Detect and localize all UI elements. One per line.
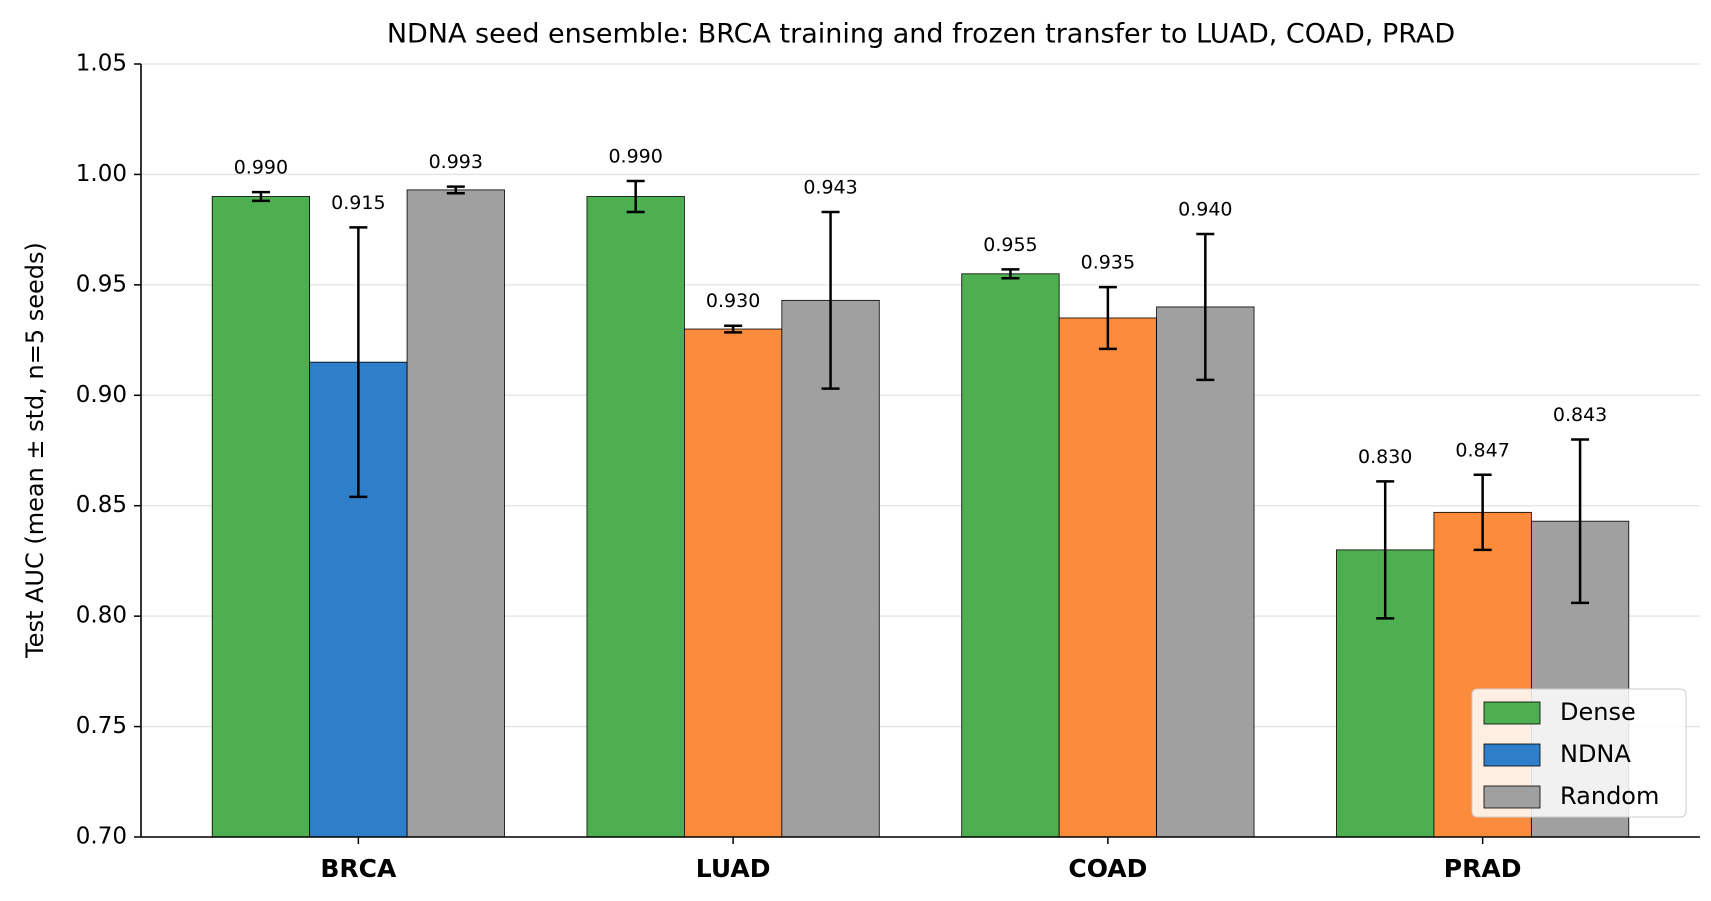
error-bar [1196, 232, 1215, 382]
legend-swatch [1483, 701, 1541, 725]
value-label: 0.935 [1081, 252, 1135, 274]
legend-swatch [1483, 785, 1541, 809]
value-label: 0.990 [234, 157, 288, 179]
value-label: 0.830 [1358, 446, 1412, 468]
legend-swatch [1483, 743, 1541, 767]
y-tick-label: 1.05 [76, 51, 127, 77]
bar [406, 189, 505, 838]
x-tick-label: COAD [1068, 854, 1147, 883]
x-tick-label: LUAD [696, 854, 771, 883]
value-label: 0.990 [608, 146, 662, 168]
bar [961, 273, 1060, 838]
value-label: 0.930 [706, 290, 760, 312]
error-bar [251, 190, 270, 203]
value-label: 0.993 [429, 151, 483, 173]
legend: Dense NDNA Random [1471, 688, 1687, 818]
error-bar [446, 185, 465, 195]
y-tick-label: 0.90 [76, 382, 127, 408]
value-label: 0.847 [1455, 439, 1509, 461]
y-tick-label: 1.00 [76, 161, 127, 187]
error-bar [626, 179, 645, 214]
bar [684, 328, 783, 838]
y-tick-label: 0.95 [76, 271, 127, 297]
error-bar [1098, 285, 1117, 351]
y-axis-label: Test AUC (mean ± std, n=5 seeds) [21, 242, 49, 659]
bar [586, 196, 685, 838]
error-bar [724, 324, 743, 334]
legend-label: NDNA [1560, 740, 1631, 768]
bar [1058, 317, 1157, 838]
y-tick-label: 0.85 [76, 492, 127, 518]
error-bar [1376, 480, 1395, 620]
value-label: 0.943 [803, 176, 857, 198]
y-tick-label: 0.80 [76, 603, 127, 629]
bar [211, 196, 311, 838]
bar [1156, 306, 1255, 838]
chart-title: NDNA seed ensemble: BRCA training and fr… [387, 19, 1455, 50]
value-label: 0.940 [1178, 199, 1232, 221]
error-bar [1473, 473, 1492, 552]
value-label: 0.915 [331, 192, 385, 214]
value-label: 0.955 [983, 234, 1037, 256]
error-bar [821, 210, 840, 390]
error-bar [349, 226, 368, 499]
error-bar [1001, 268, 1020, 280]
value-label: 0.843 [1553, 404, 1607, 426]
y-tick-label: 0.70 [76, 824, 127, 850]
error-bar [1571, 438, 1590, 605]
y-tick-label: 0.75 [76, 713, 127, 739]
x-tick-label: BRCA [320, 854, 397, 883]
legend-label: Dense [1560, 698, 1636, 726]
legend-label: Random [1560, 782, 1659, 810]
x-tick-label: PRAD [1444, 854, 1522, 883]
